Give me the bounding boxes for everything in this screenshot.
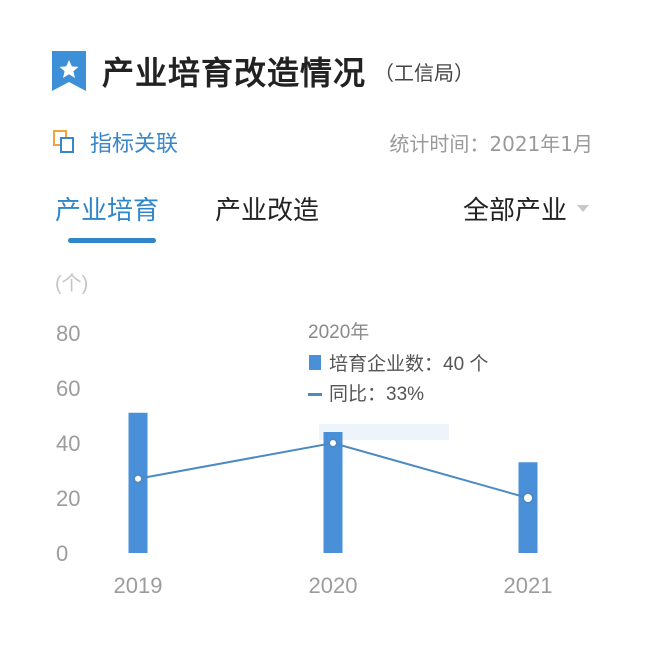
y-tick-label: 20 [56, 486, 80, 511]
line-point [133, 473, 143, 484]
info-row: 指标关联 统计时间：2021年1月 [52, 126, 593, 158]
x-tick-label: 2021 [504, 573, 553, 598]
link-copy-icon [53, 130, 74, 153]
indicator-link-label: 指标关联 [90, 132, 179, 157]
y-axis-unit: (个) [55, 272, 88, 295]
active-tab-indicator [68, 238, 156, 243]
hover-highlight [319, 424, 449, 440]
tab-transformation[interactable]: 产业改造 [215, 196, 320, 226]
bar [518, 462, 538, 553]
page-title: 产业培育改造情况 [102, 54, 367, 92]
x-tick-label: 2019 [114, 573, 163, 598]
line-point [328, 438, 338, 448]
page-subtitle: （工信局） [374, 60, 475, 85]
industry-filter-value: 全部产业 [462, 196, 567, 226]
page-header: 产业培育改造情况 （工信局） [52, 48, 474, 94]
caret-down-icon [577, 204, 589, 212]
tooltip-title: 2020年 [308, 321, 369, 343]
tooltip-line-2: 同比：33% [329, 383, 424, 405]
x-tick-label: 2020 [309, 573, 358, 598]
y-tick-label: 40 [56, 431, 80, 456]
y-tick-label: 60 [56, 376, 80, 401]
bar [323, 432, 343, 553]
line-point [522, 492, 534, 504]
tooltip-bar-swatch [309, 355, 321, 370]
tab-bar: 产业培育 产业改造 全部产业 [55, 190, 589, 246]
indicator-link[interactable]: 指标关联 [52, 126, 178, 158]
industry-filter-dropdown[interactable]: 全部产业 [463, 190, 589, 227]
stat-time: 统计时间：2021年1月 [389, 131, 593, 156]
y-tick-label: 0 [56, 541, 68, 566]
star-badge-icon [52, 51, 86, 91]
tooltip-line-swatch [308, 393, 322, 396]
tab-cultivation[interactable]: 产业培育 [55, 196, 160, 226]
tooltip-line-1: 培育企业数：40 个 [329, 353, 488, 375]
y-tick-label: 80 [56, 321, 80, 346]
